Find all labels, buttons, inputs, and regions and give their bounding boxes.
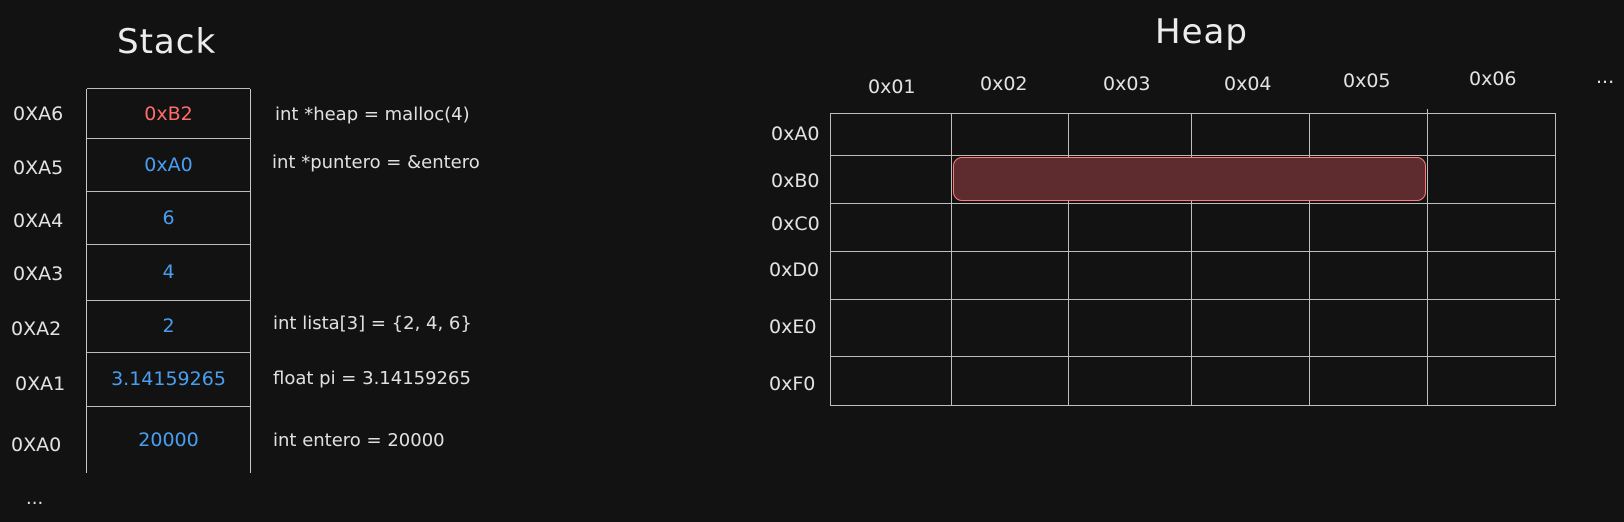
- stack-cell-value: 0xA0: [144, 153, 193, 176]
- code-annotation: int lista[3] = {2, 4, 6}: [273, 313, 472, 334]
- stack-cell-divider: [87, 244, 250, 245]
- heap-grid-line: [830, 251, 1556, 253]
- stack-address-label: 0XA5: [13, 157, 64, 179]
- heap-title: Heap: [1155, 12, 1248, 52]
- stack-cell: 2: [87, 300, 250, 352]
- code-annotation: int *puntero = &entero: [272, 152, 480, 173]
- heap-grid-line: [1191, 113, 1193, 406]
- heap-column-header: 0x03: [1103, 73, 1151, 95]
- stack-cell: 20000: [87, 406, 250, 473]
- heap-columns-more-ellipsis: ...: [1596, 66, 1615, 88]
- stack-cell-value: 4: [162, 261, 175, 283]
- stack-cell-value: 3.14159265: [111, 368, 226, 390]
- heap-column-header: 0x05: [1343, 70, 1391, 92]
- stack-cell-divider: [87, 88, 250, 89]
- stack-cell: 0xA0: [87, 138, 250, 191]
- stack-address-label: 0XA4: [13, 210, 64, 232]
- stack-address-label: 0XA1: [15, 373, 66, 395]
- stack-address-label: 0XA6: [13, 103, 64, 125]
- stack-more-ellipsis: ...: [26, 488, 44, 509]
- heap-grid-line: [830, 405, 1556, 407]
- heap-allocated-block: [953, 157, 1426, 201]
- heap-column-header: 0x01: [868, 76, 916, 98]
- heap-grid-line: [1427, 109, 1429, 406]
- heap-grid-line: [830, 299, 1560, 301]
- heap-grid-line: [951, 113, 953, 406]
- code-annotation: int entero = 20000: [273, 430, 445, 451]
- stack-address-label: 0XA3: [13, 263, 64, 285]
- stack-cell: 0xB2: [87, 89, 250, 138]
- stack-memory-column: 0xB2 0xA0 6 4 2 3.14159265 20000: [86, 88, 251, 473]
- heap-row-label: 0xE0: [769, 316, 817, 338]
- heap-row-label: 0xD0: [769, 259, 820, 281]
- heap-column-header: 0x02: [980, 73, 1028, 95]
- stack-cell-divider: [87, 352, 250, 353]
- code-annotation: float pi = 3.14159265: [273, 368, 471, 389]
- stack-address-label: 0XA2: [11, 318, 62, 340]
- heap-row-label: 0xC0: [771, 213, 820, 235]
- heap-grid-line: [830, 203, 1556, 205]
- heap-grid-line: [830, 113, 1556, 115]
- heap-grid-line: [830, 113, 832, 406]
- stack-cell-value: 6: [162, 206, 175, 229]
- stack-cell-divider: [87, 300, 250, 301]
- stack-cell: 3.14159265: [87, 352, 250, 406]
- stack-cell-divider: [87, 191, 250, 192]
- stack-title: Stack: [117, 22, 217, 62]
- stack-cell-value-pointer: 0xB2: [144, 102, 193, 125]
- heap-grid-line: [830, 155, 1556, 157]
- heap-grid-line: [1068, 113, 1070, 406]
- stack-cell-divider: [87, 138, 250, 139]
- stack-cell: 4: [87, 244, 250, 300]
- heap-row-label: 0xF0: [769, 373, 816, 395]
- heap-grid-line: [1309, 113, 1311, 406]
- stack-cell-value: 2: [162, 315, 175, 337]
- heap-grid-line: [830, 356, 1556, 358]
- stack-cell-divider: [87, 406, 250, 407]
- heap-column-header: 0x06: [1469, 68, 1517, 90]
- stack-address-label: 0XA0: [11, 434, 62, 456]
- heap-column-header: 0x04: [1224, 73, 1272, 95]
- stack-cell: 6: [87, 191, 250, 244]
- heap-grid-line: [1555, 113, 1557, 406]
- heap-row-label: 0xB0: [771, 170, 820, 192]
- code-annotation: int *heap = malloc(4): [275, 104, 470, 125]
- heap-row-label: 0xA0: [771, 123, 820, 145]
- stack-cell-value: 20000: [138, 428, 199, 451]
